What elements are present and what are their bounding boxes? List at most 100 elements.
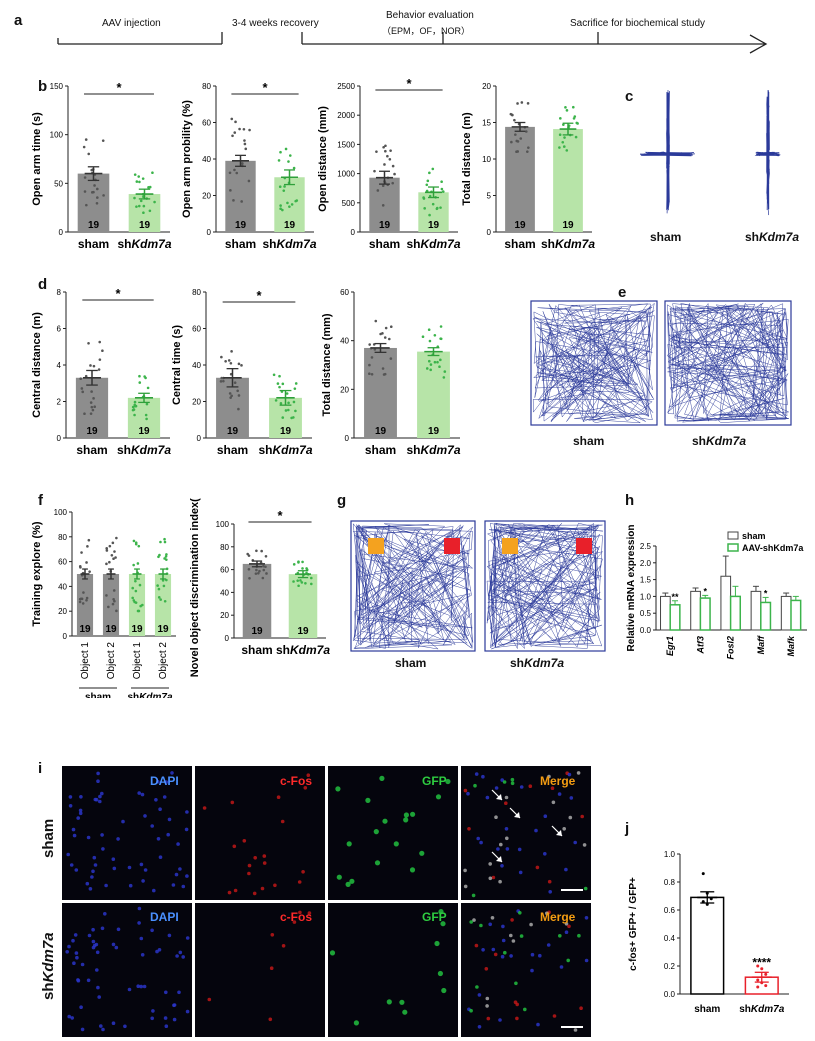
cell (543, 814, 548, 818)
cell (73, 933, 78, 937)
cell (564, 922, 569, 926)
cell (510, 918, 514, 922)
y-axis-label: Novel object discrimination index(%) (189, 498, 201, 677)
cell (154, 798, 158, 802)
cell (92, 855, 97, 860)
cell (504, 795, 509, 800)
cell (150, 1016, 154, 1021)
cell (564, 930, 569, 934)
y-tick-label: 500 (342, 199, 356, 208)
cell (185, 936, 190, 940)
cell (552, 1014, 557, 1018)
cell (545, 911, 549, 916)
data-point (161, 579, 165, 582)
legend-swatch-kd (727, 543, 739, 552)
y-tick-label: 0.6 (664, 906, 676, 915)
cell (262, 861, 267, 865)
data-point (279, 402, 283, 405)
cell (569, 796, 574, 800)
data-point (143, 375, 146, 378)
y-tick-label: 60 (340, 288, 349, 297)
data-point (391, 164, 395, 168)
cell (485, 795, 490, 800)
data-point (283, 185, 286, 188)
data-point (277, 159, 281, 162)
data-point (294, 409, 297, 413)
y-tick-label: 0 (487, 228, 492, 237)
cell (158, 807, 162, 811)
data-point (90, 390, 93, 393)
significance-marker: * (115, 286, 121, 301)
cell (104, 883, 108, 888)
cell (79, 795, 83, 799)
data-point (92, 397, 95, 400)
arrow-head-icon (556, 830, 562, 836)
x-tick-label: Object 2 (106, 642, 117, 680)
data-point (262, 564, 265, 568)
x-tick-label: Egr1 (665, 636, 675, 656)
data-point (254, 572, 258, 575)
cell (90, 875, 94, 879)
n-label: 19 (86, 426, 98, 437)
data-point (230, 350, 233, 353)
of-trace-kd (664, 300, 792, 426)
cell (85, 881, 90, 886)
cell (95, 950, 100, 955)
data-point (426, 179, 430, 183)
cell (500, 864, 504, 868)
cell (80, 1027, 85, 1032)
x-tick-label: Object 2 (158, 642, 169, 680)
y-tick-label: 2.0 (640, 559, 652, 568)
cell (127, 987, 132, 992)
data-point (163, 557, 166, 560)
micro-panel (328, 766, 458, 900)
cell (143, 868, 148, 872)
n-label: 19 (131, 624, 143, 635)
data-point (111, 602, 115, 606)
cell (96, 771, 100, 776)
data-point (297, 584, 300, 588)
data-point (756, 964, 760, 968)
x-tick-label: shKdm7a (406, 237, 460, 251)
data-point (294, 382, 298, 385)
data-point (159, 540, 162, 544)
panel-letter-f: f (38, 492, 43, 509)
data-point (246, 552, 249, 556)
cell (112, 866, 117, 871)
cell (101, 1027, 105, 1032)
data-point (133, 400, 137, 404)
data-point (383, 372, 387, 376)
cell (353, 1020, 359, 1026)
micro-label-merge-1: Merge (540, 774, 576, 788)
cell (68, 804, 73, 808)
cell (502, 780, 507, 784)
trace-horizontal-arm (754, 151, 781, 157)
data-point (375, 150, 378, 153)
cell (559, 965, 564, 969)
data-point (278, 385, 281, 389)
cell (399, 999, 405, 1005)
data-point (111, 541, 115, 545)
cell (164, 780, 169, 784)
n-label: 19 (79, 624, 91, 635)
y-axis-label: Open arm probility (%) (181, 100, 193, 218)
cell (534, 828, 538, 833)
data-point (156, 584, 159, 587)
cell (157, 948, 162, 952)
data-point (142, 204, 146, 208)
cell (273, 883, 277, 888)
cell (474, 772, 479, 776)
n-label: 19 (138, 426, 150, 437)
data-point (244, 147, 248, 151)
cell (86, 978, 91, 983)
cell (111, 942, 116, 947)
trajectory (532, 302, 655, 424)
cell (584, 958, 589, 963)
cell (402, 1009, 408, 1015)
cell (479, 840, 483, 845)
data-point (300, 581, 304, 584)
data-point (287, 408, 290, 412)
cell (528, 784, 533, 788)
cell (503, 950, 507, 955)
cell (121, 819, 125, 824)
